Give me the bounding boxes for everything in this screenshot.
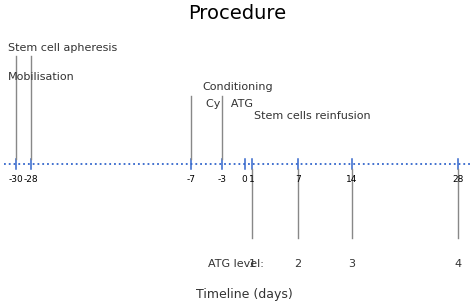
Text: -30: -30 xyxy=(8,175,23,184)
Text: 3: 3 xyxy=(348,259,355,269)
Text: -3: -3 xyxy=(217,175,226,184)
Text: -7: -7 xyxy=(187,175,196,184)
Text: 1: 1 xyxy=(249,259,256,269)
Text: 1: 1 xyxy=(249,175,255,184)
Text: Stem cell apheresis: Stem cell apheresis xyxy=(8,43,117,53)
Text: Stem cells reinfusion: Stem cells reinfusion xyxy=(254,111,370,121)
Text: 14: 14 xyxy=(346,175,357,184)
Text: -28: -28 xyxy=(24,175,38,184)
Text: Conditioning: Conditioning xyxy=(203,82,273,92)
Text: 2: 2 xyxy=(294,259,301,269)
Text: 28: 28 xyxy=(453,175,464,184)
Text: 4: 4 xyxy=(455,259,462,269)
Text: Cy   ATG: Cy ATG xyxy=(207,99,254,109)
Text: Timeline (days): Timeline (days) xyxy=(196,288,293,301)
Text: 7: 7 xyxy=(295,175,301,184)
Title: Procedure: Procedure xyxy=(188,4,286,23)
Text: 0: 0 xyxy=(242,175,247,184)
Text: ATG level:: ATG level: xyxy=(208,259,264,269)
Text: Mobilisation: Mobilisation xyxy=(8,72,75,82)
